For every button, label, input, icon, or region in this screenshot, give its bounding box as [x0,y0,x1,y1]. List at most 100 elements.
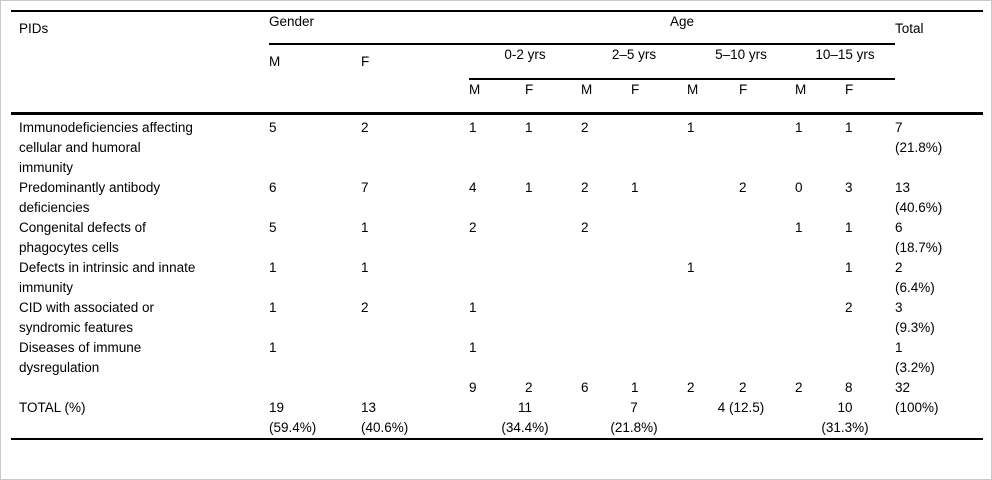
total-count: 4 (12.5) [717,400,765,415]
row-label-line: Diseases of immune [19,340,142,355]
table-row: Congenital defects of phagocytes cells 5… [11,218,983,258]
total-cell: 7 (21.8%) [895,112,984,178]
age-cell [631,298,687,338]
age-cell: 2 [581,180,589,195]
gender-female-cell: 2 [361,112,469,178]
col-header-age: Age [469,11,896,45]
total-percent: (59.4%) [269,420,317,435]
total-percent: (3.2%) [895,360,935,375]
age-subtotal-cell: 2 [739,380,747,395]
total-percent: (34.4%) [501,420,549,435]
total-percent: (21.8%) [895,140,943,155]
table-row: Predominantly antibody deficiencies 6 7 … [11,178,983,218]
row-label: Diseases of immune dysregulation [11,338,269,378]
age-subtotal-cell: 9 [469,380,477,395]
grand-total-count: 32 [895,380,911,395]
gender-male-cell: 5 [269,220,277,235]
age-cell [525,218,581,258]
age-cell [739,218,795,258]
age-group-header-10-15: 10–15 yrs [795,44,896,80]
age-cell: 3 [845,180,853,195]
row-label-line: syndromic features [19,320,134,335]
total-cell: 13 (40.6%) [895,178,983,218]
age-subtotal-cell: 6 [581,380,589,395]
row-label-line: cellular and humoral [19,140,141,155]
gender-male-cell: 1 [269,260,277,275]
age-subtotal-cell: 1 [631,380,639,395]
gender-male-header: M [269,54,281,69]
age-cell: 1 [687,260,695,275]
total-count: 2 [895,260,903,275]
empty-cell [11,378,269,398]
age-sub-header-f: F [845,82,854,97]
total-percent: (18.7%) [895,240,943,255]
age-cell [525,298,581,338]
age-subtotal-cell: 2 [525,380,533,395]
total-count: 7 [630,400,638,415]
total-percent: (40.6%) [895,200,943,215]
row-label: Immunodeficiencies affecting cellular an… [11,112,269,178]
total-count: 11 [517,400,532,415]
age-cell: 1 [525,112,581,178]
age-group-header-0-2: 0-2 yrs [469,44,581,80]
age-cell: 2 [581,112,631,178]
row-label-line: deficiencies [19,200,90,215]
row-label: Defects in intrinsic and innate immunity [11,258,269,298]
age-cell [581,338,631,378]
age-group-header-2-5: 2–5 yrs [581,44,687,80]
age-cell: 1 [469,340,477,355]
age-sub-header-m: M [581,82,593,97]
age-cell: 2 [739,180,747,195]
age-subtotal-cell: 2 [687,380,695,395]
age-cell: 1 [845,260,853,275]
age-subtotal-cell: 2 [795,380,803,395]
age-cell [739,258,795,298]
age-sub-header-m: M [687,82,699,97]
age-cell [845,338,895,378]
total-percent: (9.3%) [895,320,935,335]
total-count: 3 [895,300,903,315]
table-row: Defects in intrinsic and innate immunity… [11,258,983,298]
age-sub-header-f: F [631,82,640,97]
age-cell [631,112,687,178]
age-cell: 1 [469,300,477,315]
age-cell [687,338,739,378]
row-label-line: dysregulation [19,360,100,375]
age-cell: 1 [845,220,853,235]
header-row-age-groups: M F 0-2 yrs 2–5 yrs 5–10 yrs 10–15 yrs [11,44,983,80]
total-cell: 1 (3.2%) [895,338,983,378]
age-cell [581,258,631,298]
empty-cell [361,378,469,398]
age-cell [739,112,795,178]
row-label-line: Congenital defects of [19,220,146,235]
gender-male-cell: 6 [269,180,277,195]
age-cell [739,298,795,338]
total-percent: (6.4%) [895,280,935,295]
total-percent: (21.8%) [610,420,658,435]
total-count: 19 [269,400,285,415]
row-label: Congenital defects of phagocytes cells [11,218,269,258]
total-cell: 3 (9.3%) [895,298,983,338]
header-row-groups: PIDs Gender Age Total [11,11,983,45]
total-cell: 2 (6.4%) [895,258,983,298]
gender-female-header: F [361,54,370,69]
age-cell [525,338,581,378]
age-cell: 1 [469,112,525,178]
col-header-pids: PIDs [19,21,49,36]
pid-distribution-table: PIDs Gender Age Total M F 0-2 yrs 2–5 yr… [11,10,984,440]
grand-total-cell: 32 (100%) [895,378,983,439]
gender-female-cell: 1 [361,220,369,235]
total-percent: (31.3%) [821,420,869,435]
age-cell: 1 [795,220,803,235]
age-cell: 2 [469,220,477,235]
gender-female-cell: 1 [361,260,369,275]
age-group-total-cell: 11 (34.4%) [469,398,581,439]
age-sub-header-m: M [795,82,807,97]
total-count: 13 [361,400,377,415]
gender-female-cell: 7 [361,180,369,195]
age-cell [469,258,525,298]
total-row-label: TOTAL (%) [19,400,86,415]
age-cell: 1 [525,180,533,195]
total-count: 6 [895,220,903,235]
total-count: 7 [895,120,903,135]
